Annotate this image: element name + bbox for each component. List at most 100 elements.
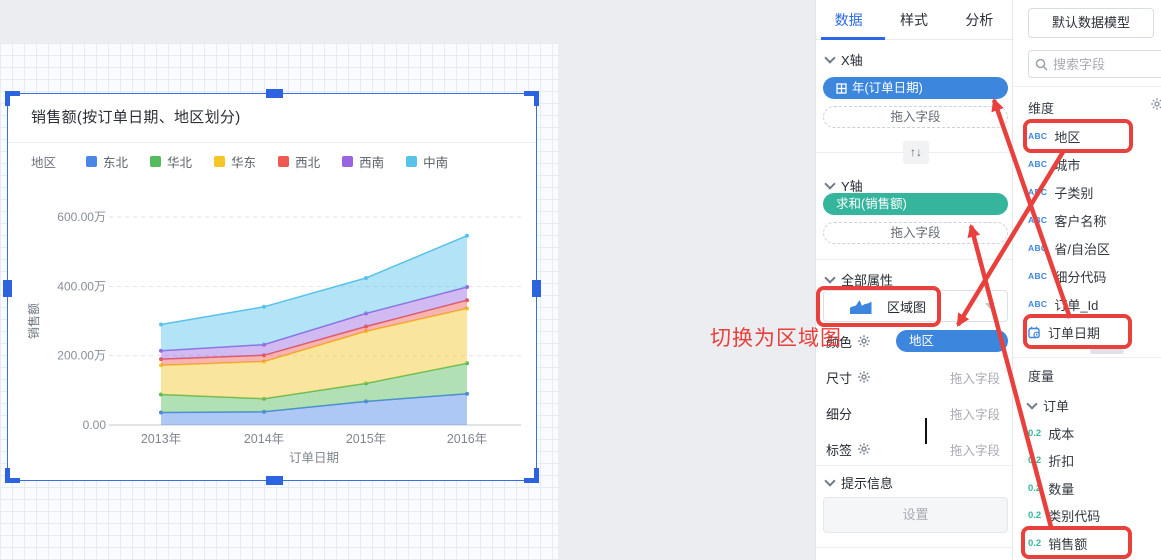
- measure-name: 数量: [1048, 481, 1075, 497]
- tooltip-settings-button[interactable]: 设置: [823, 497, 1008, 533]
- active-tab-indicator: [821, 37, 885, 40]
- color-field-pill[interactable]: 地区: [896, 330, 1008, 352]
- divider: [1013, 86, 1161, 87]
- divider: [816, 465, 1012, 466]
- y-axis-field-label: 求和(销售额): [836, 197, 907, 211]
- chart-type-select[interactable]: 区域图: [823, 290, 1008, 322]
- dimension-item[interactable]: ABC 细分代码: [1028, 262, 1106, 290]
- dimension-item[interactable]: ABC 订单_Id: [1028, 290, 1098, 318]
- svg-text:2015年: 2015年: [346, 432, 386, 446]
- x-axis-field-pill[interactable]: 年(订单日期): [823, 77, 1008, 99]
- dimension-item[interactable]: ABC 城市: [1028, 150, 1080, 178]
- measure-name: 销售额: [1048, 536, 1088, 552]
- legend-item[interactable]: 西南: [342, 152, 384, 171]
- config-tabs: 数据 样式 分析: [816, 0, 1012, 40]
- dimension-item[interactable]: ABC 客户名称: [1028, 206, 1106, 234]
- x-axis-drop-zone[interactable]: 拖入字段: [823, 106, 1008, 128]
- legend-item[interactable]: 中南: [406, 152, 448, 171]
- measure-item[interactable]: 0.2 类别代码: [1028, 502, 1100, 530]
- tab-style[interactable]: 样式: [899, 11, 928, 28]
- x-axis-field-label: 年(订单日期): [852, 81, 923, 95]
- resize-handle-bottom[interactable]: [266, 476, 283, 485]
- sort-order-button[interactable]: ↑↓: [903, 141, 929, 164]
- chevron-down-icon: [824, 271, 836, 284]
- calendar-date-icon: [1028, 326, 1040, 338]
- text-type-icon: ABC: [1028, 187, 1048, 197]
- measure-item[interactable]: 0.2 销售额: [1028, 529, 1087, 557]
- tab-analysis[interactable]: 分析: [965, 11, 994, 28]
- search-icon: [1035, 58, 1048, 71]
- chevron-down-icon: [1026, 397, 1038, 410]
- legend-item[interactable]: 西北: [278, 152, 320, 171]
- scrollbar-thumb[interactable]: [1090, 349, 1124, 354]
- dimension-name: 细分代码: [1054, 269, 1107, 285]
- tooltip-section-header[interactable]: 提示信息: [824, 473, 894, 492]
- legend-swatch: [278, 156, 290, 167]
- resize-handle-right[interactable]: [532, 280, 541, 297]
- measure-item[interactable]: 0.2 成本: [1028, 419, 1074, 447]
- resize-handle-top[interactable]: [266, 89, 283, 98]
- legend-item[interactable]: 东北: [86, 152, 128, 171]
- legend-swatch: [150, 156, 162, 167]
- dimension-item[interactable]: ABC 子类别: [1028, 178, 1093, 206]
- legend-item-label: 东北: [103, 156, 129, 170]
- resize-handle-top-right[interactable]: [524, 91, 539, 106]
- dimension-item[interactable]: ABC 省/自治区: [1028, 234, 1110, 262]
- dropdown-caret-icon: [985, 303, 995, 309]
- legend-item[interactable]: 华北: [150, 152, 192, 171]
- legend-title: 地区: [31, 156, 57, 170]
- measure-name: 折扣: [1048, 454, 1075, 469]
- tooltip-label: 提示信息: [841, 476, 894, 491]
- measure-name: 类别代码: [1048, 509, 1101, 524]
- svg-text:2016年: 2016年: [447, 432, 487, 446]
- data-model-button[interactable]: 默认数据模型: [1028, 8, 1154, 38]
- y-axis-field-pill[interactable]: 求和(销售额): [823, 193, 1008, 215]
- measure-item[interactable]: 0.2 数量: [1028, 474, 1074, 502]
- text-type-icon: ABC: [1028, 243, 1048, 253]
- legend-item[interactable]: 华东: [214, 152, 256, 171]
- measure-item[interactable]: 0.2 折扣: [1028, 447, 1074, 475]
- grid-field-icon: [836, 82, 847, 94]
- dimensions-gear-icon[interactable]: [1151, 97, 1161, 115]
- legend-item-label: 西北: [295, 156, 321, 170]
- dimension-item[interactable]: 订单日期: [1028, 318, 1100, 346]
- y-axis-section-header[interactable]: Y轴: [824, 176, 863, 195]
- gear-icon[interactable]: [858, 335, 870, 347]
- attr-drop-zone[interactable]: 拖入字段: [949, 371, 1000, 386]
- field-search: [1028, 50, 1161, 78]
- field-search-input[interactable]: [1053, 56, 1153, 72]
- dimension-item[interactable]: ABC 地区: [1028, 122, 1080, 150]
- tab-data[interactable]: 数据: [834, 11, 863, 28]
- attr-drop-zone[interactable]: 拖入字段: [949, 443, 1000, 458]
- x-axis-section-header[interactable]: X轴: [824, 50, 863, 69]
- dimension-name: 订单日期: [1048, 325, 1101, 341]
- y-axis-drop-zone[interactable]: 拖入字段: [823, 222, 1008, 244]
- attr-drop-zone[interactable]: 拖入字段: [949, 407, 1000, 422]
- chevron-down-icon: [824, 51, 836, 64]
- measure-group-label: 订单: [1043, 399, 1070, 414]
- y-axis-label: Y轴: [841, 179, 863, 194]
- gear-icon[interactable]: [858, 371, 870, 383]
- chart-widget[interactable]: 销售额(按订单日期、地区划分) 地区 东北 华北 华东 西北 西南 中南 0.0…: [3, 89, 541, 485]
- legend-swatch: [342, 156, 354, 167]
- dashboard-canvas[interactable]: 销售额(按订单日期、地区划分) 地区 东北 华北 华东 西北 西南 中南 0.0…: [0, 0, 815, 560]
- text-type-icon: ABC: [1028, 131, 1048, 141]
- properties-section-header[interactable]: 全部属性: [824, 270, 893, 289]
- resize-handle-bottom-right[interactable]: [524, 468, 539, 483]
- attr-row-detail: 细分 拖入字段: [826, 402, 1008, 424]
- gear-icon[interactable]: [1151, 98, 1161, 110]
- svg-text:销售额: 销售额: [26, 303, 41, 339]
- legend-swatch: [406, 156, 418, 167]
- divider: [816, 259, 1012, 260]
- resize-handle-bottom-left[interactable]: [5, 468, 20, 483]
- resize-handle-top-left[interactable]: [5, 91, 20, 106]
- chevron-down-icon: [824, 474, 836, 487]
- svg-text:2014年: 2014年: [244, 432, 284, 446]
- gear-icon[interactable]: [858, 443, 870, 455]
- text-caret: [925, 418, 927, 444]
- number-type-icon: 0.2: [1028, 482, 1042, 494]
- measure-group-orders[interactable]: 订单: [1026, 396, 1070, 415]
- resize-handle-left[interactable]: [3, 280, 12, 297]
